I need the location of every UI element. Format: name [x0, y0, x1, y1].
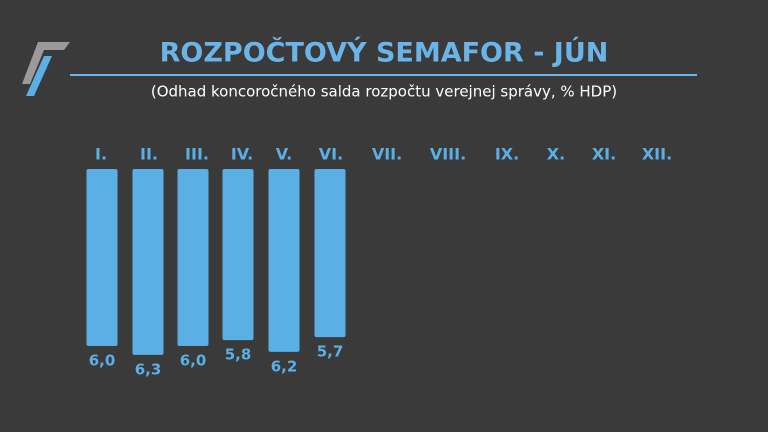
bar	[314, 169, 346, 338]
value-label: 6,0	[89, 352, 116, 370]
x-tick-label: III.	[185, 145, 209, 164]
value-label: 5,7	[317, 343, 344, 361]
subtitle: (Odhad koncoročného salda rozpočtu verej…	[151, 83, 617, 101]
bar	[177, 169, 209, 346]
value-label: 6,0	[180, 352, 207, 370]
x-tick-label: VII.	[372, 145, 402, 164]
value-label: 5,8	[225, 346, 252, 364]
x-tick-label: XII.	[642, 145, 672, 164]
bar	[132, 169, 164, 355]
x-tick-label: XI.	[592, 145, 616, 164]
x-tick-label: IV.	[231, 145, 253, 164]
chart-title: ROZPOČTOVÝ SEMAFOR - JÚN	[160, 37, 609, 69]
x-tick-label: II.	[140, 145, 158, 164]
x-tick-label: VIII.	[430, 145, 466, 164]
bar	[268, 169, 300, 352]
value-label: 6,2	[271, 357, 298, 375]
x-tick-label: VI.	[319, 145, 343, 164]
x-tick-label: IX.	[495, 145, 519, 164]
x-tick-label: X.	[547, 145, 565, 164]
logo	[22, 42, 70, 96]
x-tick-label: V.	[276, 145, 292, 164]
bar	[86, 169, 118, 346]
value-label: 6,3	[135, 360, 162, 378]
bar	[222, 169, 254, 341]
x-tick-label: I.	[95, 145, 107, 164]
